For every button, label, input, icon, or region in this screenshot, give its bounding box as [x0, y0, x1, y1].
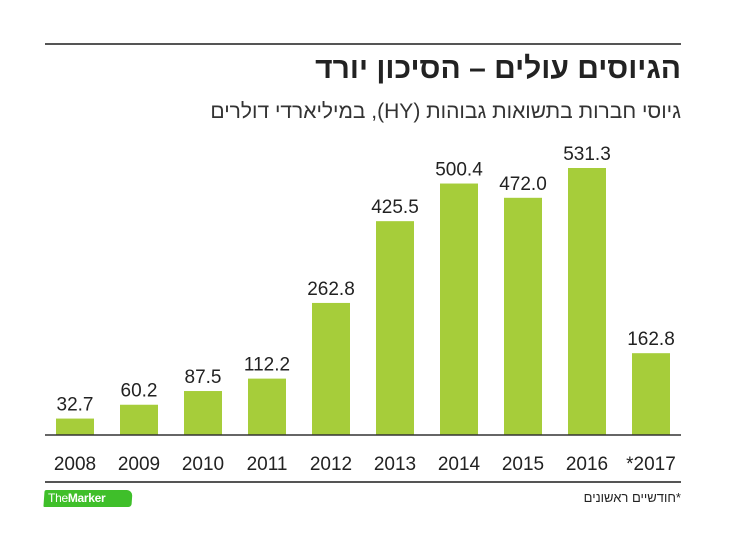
themarker-logo: TheMarker: [43, 490, 133, 507]
value-label: 32.7: [57, 395, 94, 416]
top-rule: [45, 43, 681, 45]
category-label: 2009: [118, 454, 160, 475]
bar-2010: [184, 391, 222, 435]
bar-2014: [440, 183, 478, 435]
bar-2013: [376, 221, 414, 435]
category-label: 2014: [438, 454, 481, 475]
bar-2012: [312, 302, 350, 435]
value-label: 262.8: [307, 279, 355, 300]
value-label: 500.4: [435, 160, 483, 181]
logo-text: TheMarker: [48, 491, 105, 505]
bars-group: [56, 168, 670, 435]
logo-marker: Marker: [67, 491, 106, 505]
logo-the: The: [48, 491, 68, 505]
value-labels-group: 32.7 60.2 87.5 112.2 262.8 425.5 500.4 472.0 531…: [57, 144, 675, 416]
category-label: 2010: [182, 454, 224, 475]
bottom-rule: [45, 481, 681, 483]
category-labels-group: 2008 2009 2010 2011 2012 2013 2014 2015 2016 *201…: [54, 454, 676, 475]
value-label: 472.0: [499, 174, 547, 195]
category-label: 2008: [54, 454, 96, 475]
category-label: 2012: [310, 454, 352, 475]
bar-2016: [568, 168, 606, 435]
category-label: 2013: [374, 454, 416, 475]
category-label: *2017: [626, 454, 676, 475]
value-label: 531.3: [563, 144, 611, 165]
value-label: 87.5: [185, 367, 222, 388]
bar-2015: [504, 197, 542, 435]
footnote: *חודשיים ראשונים: [583, 490, 681, 505]
bar-2011: [248, 378, 286, 435]
bar-2008: [56, 418, 94, 435]
category-label: 2016: [566, 454, 608, 475]
value-label: 425.5: [371, 197, 419, 218]
category-label: 2015: [502, 454, 544, 475]
value-label: 112.2: [244, 355, 290, 376]
value-label: 162.8: [627, 329, 675, 350]
category-label: 2011: [247, 454, 288, 475]
bar-2017: [632, 353, 670, 435]
chart-subtitle: גיוסי חברות בתשואות גבוהות (HY), במיליאר…: [210, 100, 681, 123]
bar-2009: [120, 404, 158, 435]
value-label: 60.2: [121, 381, 158, 402]
chart-title: הגיוסים עולים – הסיכון יורד: [315, 52, 681, 85]
